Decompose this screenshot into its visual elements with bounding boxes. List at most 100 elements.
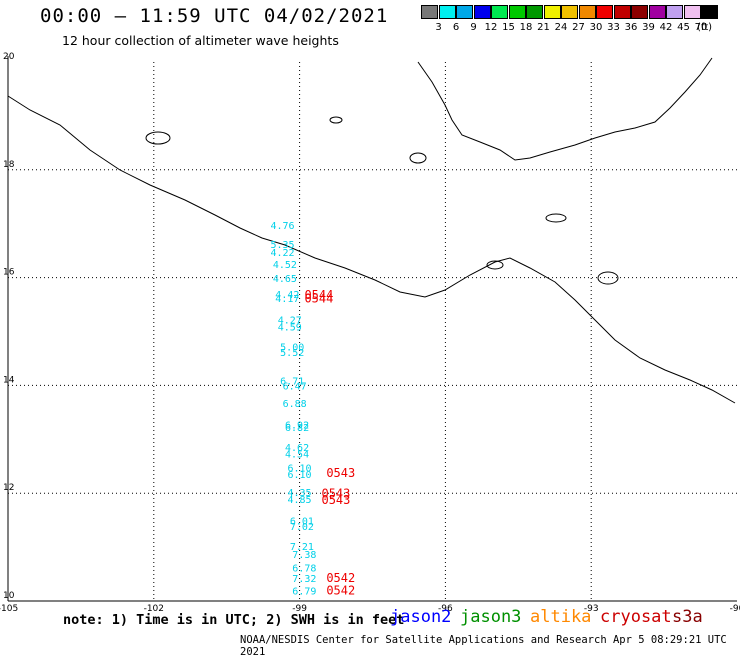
wave-height-value: 5.35 bbox=[270, 240, 294, 251]
scale-swatch bbox=[456, 5, 473, 19]
scale-swatch bbox=[596, 5, 613, 19]
pass-time-label: 0542 bbox=[326, 584, 355, 598]
credit-footer: NOAA/NESDIS Center for Satellite Applica… bbox=[240, 634, 727, 658]
scale-tick-label: 27 bbox=[572, 22, 585, 33]
pass-time-label: 0542 bbox=[326, 571, 355, 585]
wave-height-value: 6.78 bbox=[292, 563, 316, 574]
scale-tick-label: 3 bbox=[435, 22, 442, 33]
scale-tick-label: 30 bbox=[589, 22, 603, 33]
wave-height-value: 4.76 bbox=[270, 221, 294, 232]
scale-swatch bbox=[683, 5, 701, 19]
wave-height-value: 5.00 bbox=[280, 342, 304, 353]
wave-height-value: 4.42 bbox=[275, 290, 299, 301]
wave-height-value: 4.85 bbox=[287, 495, 311, 506]
wave-height-value: 4.22 bbox=[270, 248, 294, 259]
pass-time-label: 0543 bbox=[321, 487, 350, 501]
scale-swatch bbox=[648, 5, 666, 19]
satellite-legend-jason3: jason3 bbox=[460, 607, 522, 627]
map-note: note: 1) Time is in UTC; 2) SWH is in fe… bbox=[63, 612, 405, 628]
scale-tick-label: 24 bbox=[554, 22, 568, 33]
satellite-legend-altika: altika bbox=[530, 607, 592, 627]
latitude-tick-label: 12 bbox=[3, 483, 14, 493]
longitude-tick-label: -102 bbox=[144, 604, 164, 614]
scale-swatch bbox=[578, 5, 596, 19]
satellite-legend-cryosat: cryosat bbox=[600, 607, 672, 627]
scale-swatch bbox=[508, 5, 526, 19]
lake-outline bbox=[409, 152, 427, 164]
scale-swatch bbox=[421, 5, 438, 19]
scale-tick-label: 18 bbox=[519, 22, 533, 33]
scale-unit-label: (ft) bbox=[697, 22, 713, 33]
scale-swatch bbox=[631, 5, 648, 19]
longitude-tick-label: -96 bbox=[438, 604, 453, 614]
wave-height-value: 7.38 bbox=[292, 550, 316, 561]
longitude-tick-label: -99 bbox=[292, 604, 307, 614]
scale-tick-label: 15 bbox=[502, 22, 515, 33]
wave-height-value: 6.79 bbox=[292, 587, 316, 598]
wave-height-value: 6.82 bbox=[285, 423, 309, 434]
scale-tick-label: 70 bbox=[694, 22, 708, 33]
pass-time-label: 0543 bbox=[321, 493, 350, 507]
pass-time-label: 0543 bbox=[326, 466, 355, 480]
lake-outline bbox=[486, 260, 504, 270]
scale-swatch bbox=[438, 5, 456, 19]
wave-height-value: 6.10 bbox=[287, 464, 311, 475]
scale-tick-label: 36 bbox=[624, 22, 638, 33]
scale-tick-label: 39 bbox=[642, 22, 655, 33]
scale-tick-label: 33 bbox=[607, 22, 620, 33]
wave-height-value: 4.65 bbox=[273, 274, 297, 285]
longitude-tick-label: -90 bbox=[730, 604, 740, 614]
wave-height-value: 7.21 bbox=[290, 542, 314, 553]
wave-height-value: 6.01 bbox=[290, 516, 314, 527]
satellite-legend-jason2: jason2 bbox=[390, 607, 452, 627]
gulf-coastline bbox=[417, 57, 713, 161]
wave-height-value: 6.92 bbox=[285, 421, 309, 432]
wave-height-value: 4.59 bbox=[278, 322, 302, 333]
scale-tick-label: 12 bbox=[484, 22, 498, 33]
lake-outline bbox=[597, 271, 619, 285]
latitude-tick-label: 14 bbox=[3, 375, 15, 385]
scale-tick-label: 21 bbox=[537, 22, 550, 33]
scale-tick-label: 45 bbox=[677, 22, 690, 33]
pass-time-label: 0544 bbox=[304, 288, 333, 302]
latitude-tick-label: 18 bbox=[3, 160, 15, 170]
wave-height-value: 6.71 bbox=[280, 376, 304, 387]
scale-swatch bbox=[543, 5, 561, 19]
wave-height-value: 4.52 bbox=[273, 260, 297, 271]
wave-height-value: 4.35 bbox=[287, 488, 311, 499]
wave-height-value: 7.32 bbox=[292, 574, 316, 585]
scale-swatch bbox=[701, 5, 718, 19]
map-title: 00:00 – 11:59 UTC 04/02/2021 bbox=[40, 5, 389, 27]
wave-height-value: 5.52 bbox=[280, 348, 304, 359]
wave-height-value: 7.02 bbox=[290, 522, 314, 533]
scale-swatch bbox=[666, 5, 683, 19]
wave-height-value: 6.88 bbox=[283, 399, 307, 410]
longitude-tick-label: -93 bbox=[584, 604, 599, 614]
pass-time-label: 0544 bbox=[304, 291, 333, 305]
scale-tick-label: 6 bbox=[452, 22, 460, 33]
wave-height-value: 4.54 bbox=[285, 450, 309, 461]
latitude-tick-label: 10 bbox=[3, 591, 15, 601]
scale-swatch bbox=[526, 5, 543, 19]
longitude-tick-label: -105 bbox=[0, 604, 18, 614]
scale-swatch bbox=[613, 5, 631, 19]
scale-swatch bbox=[561, 5, 578, 19]
wave-height-value: 6.10 bbox=[287, 470, 311, 481]
wave-height-value: 4.17 bbox=[275, 294, 299, 305]
latitude-tick-label: 20 bbox=[3, 52, 15, 62]
satellite-legend-s3a: s3a bbox=[672, 607, 703, 627]
scale-tick-label: 42 bbox=[659, 22, 673, 33]
lake-outline bbox=[145, 131, 171, 145]
wave-height-value: 4.27 bbox=[278, 315, 302, 326]
map-subtitle: 12 hour collection of altimeter wave hei… bbox=[62, 33, 339, 48]
scale-tick-label: 9 bbox=[470, 22, 477, 33]
scale-swatch bbox=[473, 5, 491, 19]
pacific-coastline bbox=[7, 95, 736, 404]
scale-swatch bbox=[491, 5, 508, 19]
lake-outline bbox=[329, 116, 343, 124]
wave-height-value: 4.62 bbox=[285, 443, 309, 454]
lake-outline bbox=[545, 213, 567, 223]
wave-height-value: 6.47 bbox=[283, 382, 307, 393]
latitude-tick-label: 16 bbox=[3, 268, 15, 278]
